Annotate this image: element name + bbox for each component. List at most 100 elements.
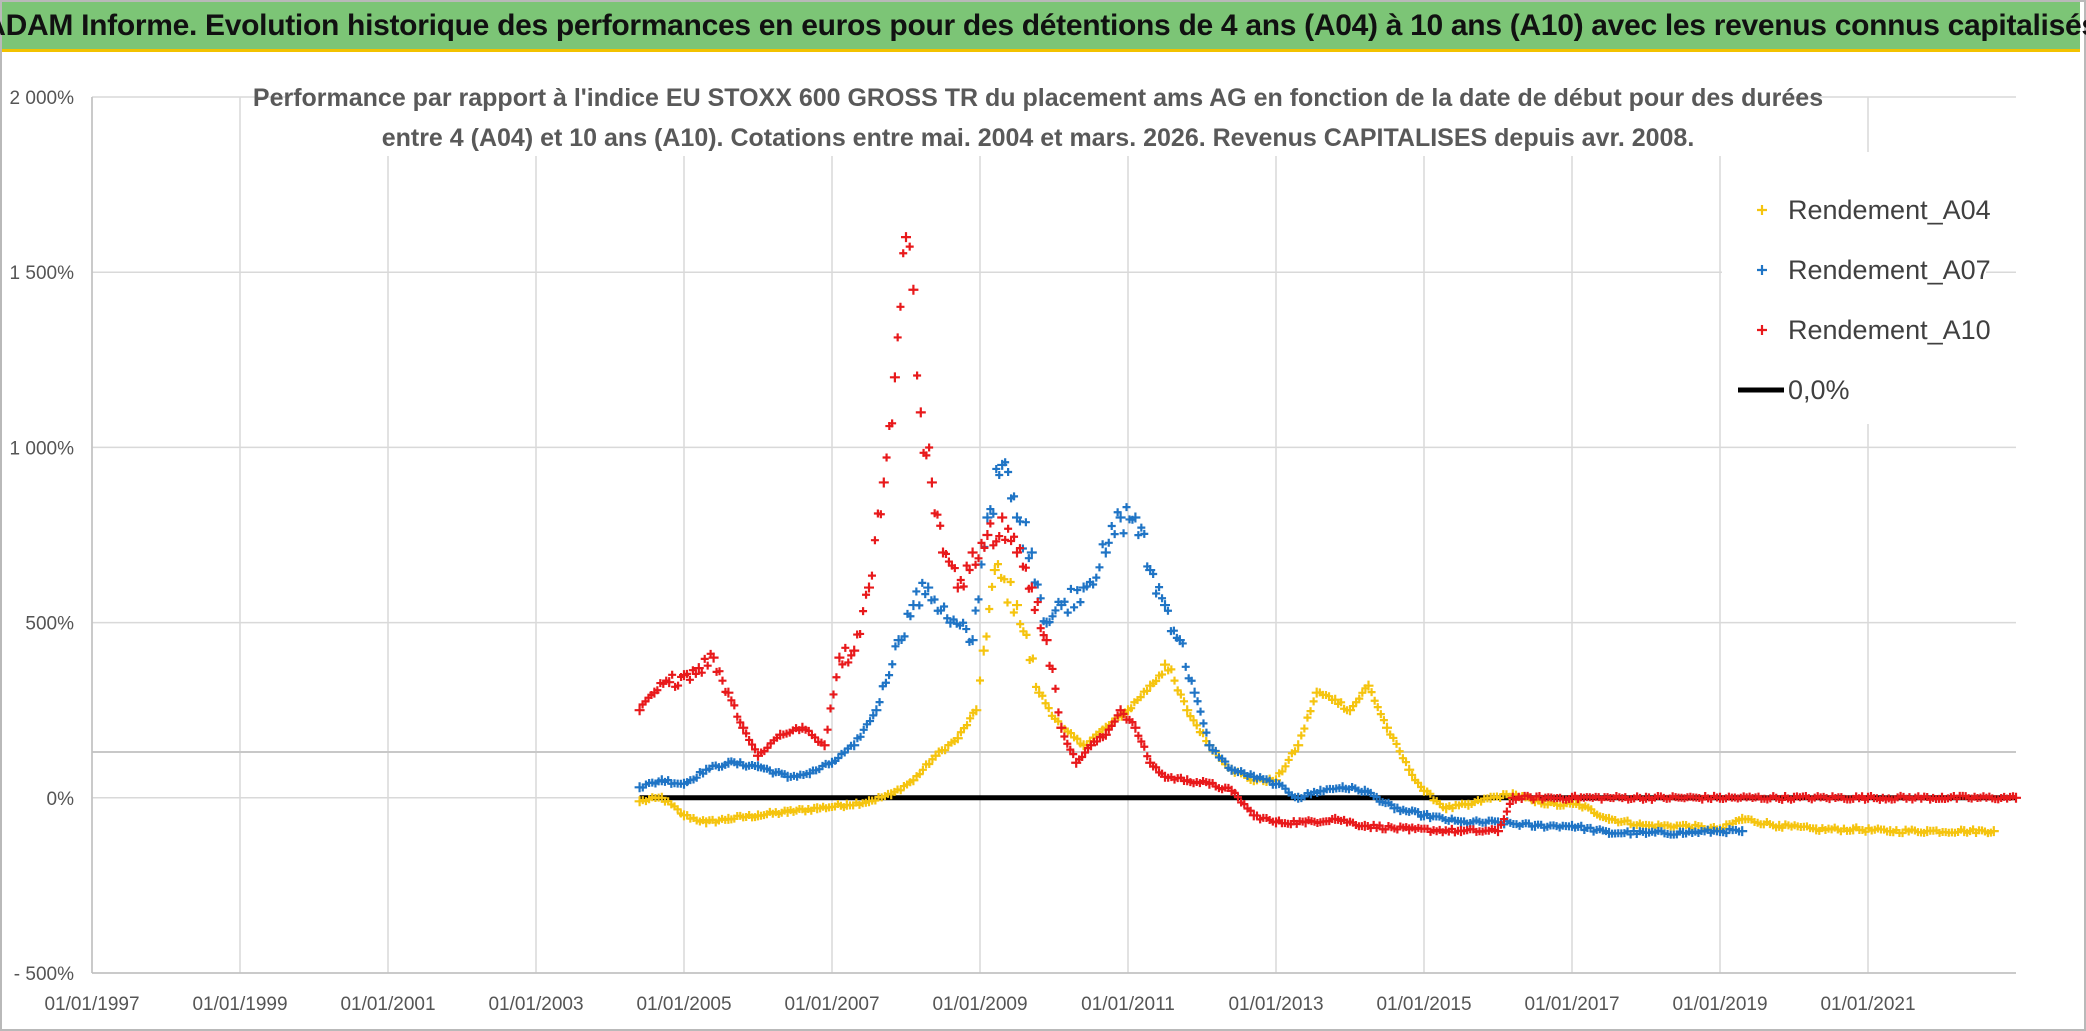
interp-point — [1230, 788, 1239, 797]
interp-point — [826, 704, 835, 713]
data-point — [967, 635, 978, 646]
interp-point — [1414, 778, 1423, 787]
data-point — [864, 582, 874, 593]
interp-point — [653, 686, 662, 695]
interp-point — [1309, 697, 1318, 706]
data-point — [982, 530, 993, 540]
interp-point — [763, 743, 772, 752]
interp-point — [1092, 573, 1101, 582]
banner-title: ADAM Informe. Evolution historique des p… — [0, 2, 2086, 52]
interp-point — [944, 557, 953, 566]
interp-point — [893, 333, 902, 342]
data-point — [634, 705, 645, 716]
interp-point — [949, 615, 958, 624]
interp-point — [856, 629, 865, 638]
interp-point — [1367, 688, 1376, 697]
interp-point — [1070, 603, 1079, 612]
interp-point — [840, 748, 849, 757]
interp-point — [915, 601, 924, 610]
series-A10 — [634, 232, 2021, 837]
interp-point — [1051, 684, 1060, 693]
interp-point — [1092, 737, 1101, 746]
x-tick-label: 01/01/2015 — [1376, 994, 1471, 1015]
interp-point — [1066, 584, 1075, 593]
interp-point — [844, 658, 853, 667]
interp-point — [956, 576, 965, 585]
chart-subtitle-line2: entre 4 (A04) et 10 ans (A10). Cotations… — [382, 124, 1695, 152]
interp-point — [1004, 524, 1013, 533]
data-point — [1988, 826, 1999, 837]
interp-point — [995, 532, 1004, 541]
interp-point — [1196, 707, 1205, 716]
interp-point — [965, 566, 974, 575]
interp-point — [974, 595, 983, 604]
interp-point — [1173, 686, 1182, 695]
interp-point — [1496, 820, 1505, 829]
interp-point — [1021, 563, 1030, 572]
subtitle-backdrop — [290, 76, 1790, 156]
interp-point — [1505, 799, 1514, 808]
interp-point — [832, 673, 841, 682]
interp-point — [1134, 731, 1143, 740]
interp-point — [1149, 570, 1158, 579]
interp-point — [1007, 537, 1016, 546]
interp-point — [971, 560, 980, 569]
data-point — [1160, 659, 1170, 670]
interp-point — [748, 740, 757, 749]
interp-point — [1408, 770, 1417, 779]
interp-point — [1110, 530, 1119, 539]
legend-label-zero: 0,0% — [1788, 375, 1850, 405]
data-point — [1026, 582, 1037, 593]
interp-point — [1048, 664, 1057, 673]
interp-point — [1113, 508, 1122, 517]
interp-point — [697, 668, 706, 677]
interp-point — [1127, 704, 1136, 713]
interp-point — [1009, 608, 1018, 617]
interp-point — [888, 419, 897, 428]
interp-point — [1306, 707, 1315, 716]
interp-point — [733, 712, 742, 721]
data-point — [1012, 600, 1022, 611]
interp-point — [682, 669, 691, 678]
data-point — [982, 512, 993, 523]
interp-point — [1119, 529, 1128, 538]
interp-point — [1284, 755, 1293, 764]
interp-point — [1089, 580, 1098, 589]
interp-point — [1098, 540, 1107, 549]
interp-point — [823, 725, 832, 734]
interp-point — [859, 607, 868, 616]
x-tick-label: 01/01/1999 — [192, 994, 287, 1015]
legend-marker-A07 — [1757, 265, 1767, 275]
interp-point — [1152, 677, 1161, 686]
interp-point — [700, 654, 709, 663]
interp-point — [905, 242, 914, 251]
interp-point — [885, 671, 894, 680]
interp-point — [1395, 747, 1404, 756]
data-point — [971, 705, 982, 716]
interp-point — [985, 604, 994, 613]
interp-point — [1181, 662, 1190, 671]
x-tick-label: 01/01/2005 — [636, 994, 731, 1015]
y-tick-label: 0% — [47, 789, 75, 810]
interp-point — [1192, 721, 1201, 730]
data-point — [1493, 826, 1503, 837]
interp-point — [1104, 538, 1113, 547]
interp-point — [727, 696, 736, 705]
interp-point — [1136, 693, 1145, 702]
interp-point — [751, 745, 760, 754]
interp-point — [1300, 724, 1309, 733]
legend-marker-A04 — [1757, 205, 1767, 215]
data-point — [952, 733, 963, 744]
interp-point — [1193, 697, 1202, 706]
interp-point — [1036, 624, 1045, 633]
legend-marker-A10 — [1757, 325, 1767, 335]
interp-point — [1045, 618, 1054, 627]
interp-point — [912, 587, 921, 596]
interp-point — [1066, 729, 1075, 738]
interp-point — [1028, 654, 1037, 663]
interp-point — [986, 519, 995, 528]
interp-point — [888, 660, 897, 669]
interp-point — [1358, 688, 1367, 697]
interp-point — [1423, 809, 1432, 818]
interp-point — [959, 582, 968, 591]
